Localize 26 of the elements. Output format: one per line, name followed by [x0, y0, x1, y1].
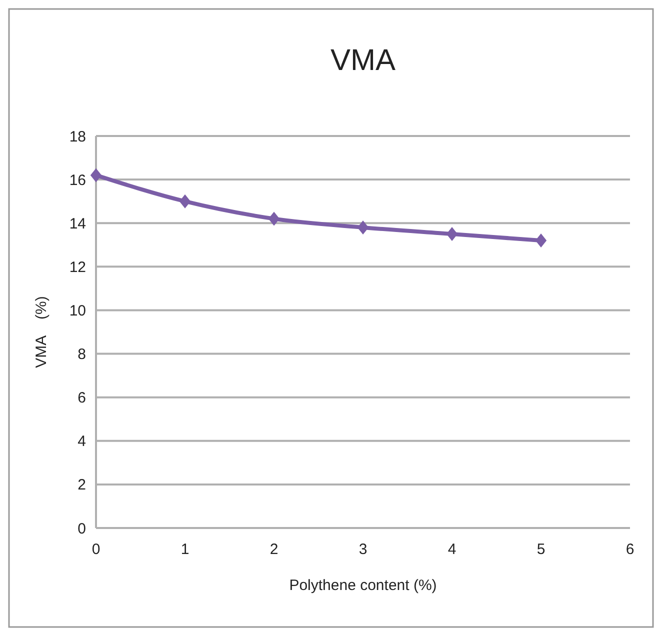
- y-tick-label: 14: [69, 215, 86, 232]
- y-tick-label: 6: [78, 390, 86, 407]
- y-tick-label: 2: [78, 476, 86, 494]
- x-tick-label: 5: [536, 541, 546, 558]
- x-tick-label: 1: [180, 541, 190, 558]
- point: [90, 168, 102, 182]
- y-tick-label: 16: [69, 172, 86, 189]
- y-tick-label: 4: [78, 433, 86, 450]
- point: [535, 234, 547, 248]
- point: [446, 227, 458, 241]
- y-tick-label: 8: [78, 346, 86, 364]
- x-axis-title: Polythene content (%): [289, 577, 437, 594]
- x-tick-label: 0: [92, 541, 100, 558]
- x-tick-label: 3: [358, 541, 368, 558]
- y-tick-label: 0: [78, 520, 86, 538]
- y-axis-title: VMA (%): [33, 296, 50, 368]
- x-tick-label: 2: [270, 541, 278, 558]
- chart-title: VMA: [330, 44, 396, 77]
- x-tick-label: 4: [448, 541, 456, 558]
- y-tick-label: 18: [69, 128, 86, 146]
- y-tick-label: 12: [69, 258, 86, 276]
- x-tick-label: 6: [626, 541, 634, 558]
- y-tick-label: 10: [69, 302, 86, 320]
- point: [268, 212, 280, 226]
- point: [357, 220, 369, 234]
- point: [179, 194, 191, 208]
